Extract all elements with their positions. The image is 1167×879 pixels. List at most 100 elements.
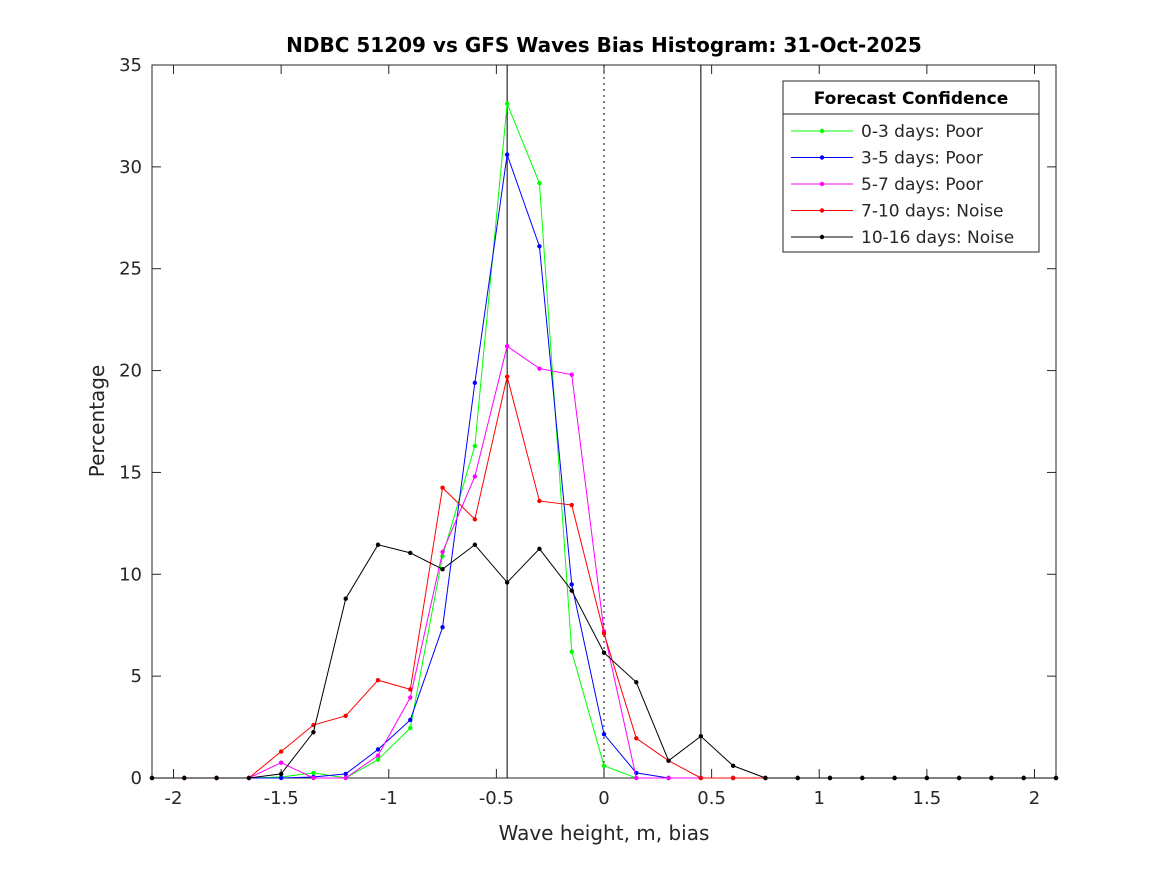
- data-point: [763, 775, 768, 781]
- y-axis-label: Percentage: [85, 365, 109, 478]
- legend-title: Forecast Confidence: [814, 89, 1009, 109]
- legend-label-0: 0-3 days: Poor: [861, 122, 983, 142]
- data-point: [601, 650, 607, 655]
- data-point: [537, 546, 542, 552]
- data-point: [860, 775, 865, 781]
- legend-label-2: 5-7 days: Poor: [861, 175, 983, 195]
- data-point: [504, 580, 510, 585]
- data-point: [311, 729, 316, 735]
- data-point: [472, 517, 478, 522]
- data-point: [569, 649, 574, 654]
- chart-title: NDBC 51209 vs GFS Waves Bias Histogram: …: [286, 33, 922, 57]
- data-point: [472, 380, 478, 385]
- data-point: [924, 775, 930, 781]
- legend-marker-1: [819, 155, 825, 160]
- data-point: [698, 734, 704, 739]
- data-point: [440, 485, 445, 490]
- data-point: [569, 502, 574, 508]
- y-tick-label: 15: [119, 462, 142, 483]
- data-point: [278, 771, 284, 777]
- data-point: [730, 763, 736, 768]
- data-point: [182, 775, 187, 781]
- data-point: [892, 775, 897, 781]
- data-point: [601, 763, 607, 768]
- y-tick-label: 0: [131, 768, 142, 789]
- data-point: [375, 678, 381, 683]
- data-point: [730, 775, 736, 781]
- data-point: [634, 680, 639, 685]
- data-point: [343, 771, 348, 777]
- data-point: [698, 775, 704, 781]
- data-point: [214, 775, 219, 781]
- data-point: [537, 498, 542, 504]
- data-point: [504, 152, 510, 157]
- data-point: [634, 736, 639, 741]
- data-point: [278, 775, 284, 781]
- legend-marker-3: [819, 208, 825, 213]
- y-tick-label: 30: [119, 157, 142, 178]
- y-tick-label: 5: [131, 666, 142, 687]
- data-point: [440, 566, 445, 572]
- data-point: [343, 713, 348, 719]
- data-point: [149, 775, 155, 781]
- legend-label-4: 10-16 days: Noise: [861, 228, 1014, 248]
- data-point: [569, 588, 574, 593]
- data-point: [278, 749, 284, 754]
- data-point: [569, 582, 574, 587]
- data-point: [343, 596, 348, 601]
- data-point: [408, 687, 413, 692]
- data-point: [375, 542, 381, 547]
- legend-box: [782, 80, 1040, 253]
- x-tick-label: 0: [598, 788, 609, 809]
- data-point: [375, 747, 381, 752]
- data-point: [601, 631, 607, 636]
- data-point: [634, 775, 639, 781]
- data-point: [1021, 775, 1026, 781]
- data-point: [311, 770, 316, 776]
- data-point: [408, 695, 413, 700]
- legend-marker-4: [819, 234, 825, 240]
- y-tick-label: 25: [119, 259, 142, 280]
- data-point: [666, 775, 671, 781]
- x-tick-label: 1.5: [913, 788, 942, 809]
- x-tick-label: -1: [380, 788, 398, 809]
- data-point: [569, 372, 574, 377]
- data-point: [504, 374, 510, 379]
- data-point: [440, 549, 445, 555]
- data-point: [343, 775, 348, 781]
- data-point: [408, 725, 413, 731]
- data-point: [408, 550, 413, 556]
- data-point: [666, 758, 671, 763]
- y-tick-label: 10: [119, 564, 142, 585]
- data-point: [472, 443, 478, 449]
- data-point: [537, 366, 542, 371]
- data-point: [504, 343, 510, 349]
- data-point: [408, 717, 413, 723]
- legend: Forecast Confidence 0-3 days: Poor 3-5 da…: [782, 80, 1040, 253]
- x-tick-label: -2: [165, 788, 183, 809]
- legend-label-1: 3-5 days: Poor: [861, 149, 983, 169]
- data-point: [537, 244, 542, 249]
- data-point: [795, 775, 800, 781]
- data-point: [472, 474, 478, 479]
- data-point: [440, 625, 445, 630]
- data-point: [956, 775, 962, 781]
- data-point: [246, 775, 252, 781]
- data-point: [278, 760, 284, 765]
- y-tick-label: 20: [119, 361, 142, 382]
- data-point: [311, 775, 316, 781]
- legend-label-3: 7-10 days: Noise: [861, 202, 1003, 222]
- x-tick-label: 2: [1029, 788, 1040, 809]
- y-tick-label: 35: [119, 55, 142, 76]
- x-tick-label: 1: [814, 788, 825, 809]
- x-tick-label: -1.5: [264, 788, 299, 809]
- legend-marker-0: [819, 128, 825, 134]
- x-tick-label: 0.5: [697, 788, 726, 809]
- x-tick-label: -0.5: [479, 788, 514, 809]
- legend-marker-2: [819, 181, 825, 187]
- x-axis-label: Wave height, m, bias: [499, 821, 710, 845]
- data-point: [827, 775, 833, 781]
- data-point: [601, 732, 607, 737]
- data-point: [375, 753, 381, 758]
